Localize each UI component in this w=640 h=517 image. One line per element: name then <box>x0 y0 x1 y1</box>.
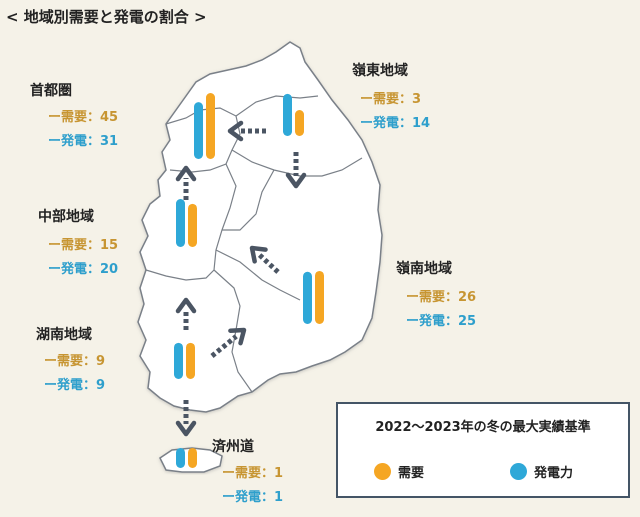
demand-label-gangwon: ー需要：3 <box>360 92 422 107</box>
demand-label-yeongnam: ー需要：26 <box>406 290 477 305</box>
arrows-layer <box>175 120 307 437</box>
demand-dot-icon <box>374 463 391 480</box>
legend: 2022～2023年の冬の最大実績基準 需要 発電力 <box>336 402 630 498</box>
generation-bar-jeju <box>176 447 185 468</box>
arrow-honam-to-jeju <box>175 400 197 437</box>
region-name-capital: 首都圏 <box>30 83 72 99</box>
demand-label-jeju: ー需要：1 <box>222 466 284 481</box>
legend-generation-label: 発電力 <box>534 466 574 481</box>
arrow-central-to-capital <box>175 165 197 200</box>
gen-label-gangwon: ー発電：14 <box>360 116 431 131</box>
generation-bar-honam <box>174 342 183 379</box>
generation-dot-icon <box>510 463 527 480</box>
region-name-central: 中部地域 <box>38 209 94 225</box>
demand-label-capital: ー需要：45 <box>48 110 119 125</box>
gen-label-jeju: ー発電：1 <box>222 490 284 505</box>
region-name-gangwon: 嶺東地域 <box>352 63 408 79</box>
demand-bar-yeongnam <box>315 270 324 324</box>
gen-label-yeongnam: ー発電：25 <box>406 314 477 329</box>
arrow-honam-to-yeongnam <box>210 327 247 358</box>
demand-bar-central <box>188 203 197 247</box>
gen-label-central: ー発電：20 <box>48 262 119 277</box>
gen-label-capital: ー発電：31 <box>48 134 119 149</box>
arrow-yeongnam-to-central <box>249 245 280 274</box>
page-title: < 地域別需要と発電の割合 > <box>6 8 207 26</box>
arrow-gangwon-to-yeongnam <box>285 152 307 189</box>
border-central-east <box>222 169 275 231</box>
legend-title: 2022～2023年の冬の最大実績基準 <box>375 420 591 435</box>
arrow-honam-to-central <box>175 297 197 330</box>
legend-demand-label: 需要 <box>398 466 425 481</box>
region-name-honam: 湖南地域 <box>36 327 92 343</box>
generation-bar-central <box>176 199 185 247</box>
demand-label-central: ー需要：15 <box>48 238 119 253</box>
bars-layer <box>174 93 324 468</box>
border-central <box>145 163 237 281</box>
generation-bar-capital <box>194 102 203 159</box>
demand-label-honam: ー需要：9 <box>44 354 106 369</box>
border-gangwon <box>231 95 363 177</box>
arrow-gangwon-to-capital <box>227 120 266 142</box>
demand-bar-capital <box>206 93 215 159</box>
gen-label-honam: ー発電：9 <box>44 378 106 393</box>
demand-bar-jeju <box>188 447 197 468</box>
generation-bar-gangwon <box>283 93 292 136</box>
generation-bar-yeongnam <box>303 271 312 324</box>
region-name-yeongnam: 嶺南地域 <box>396 261 452 277</box>
demand-bar-honam <box>186 342 195 379</box>
region-name-jeju: 済州道 <box>212 439 254 455</box>
demand-bar-gangwon <box>295 110 304 136</box>
